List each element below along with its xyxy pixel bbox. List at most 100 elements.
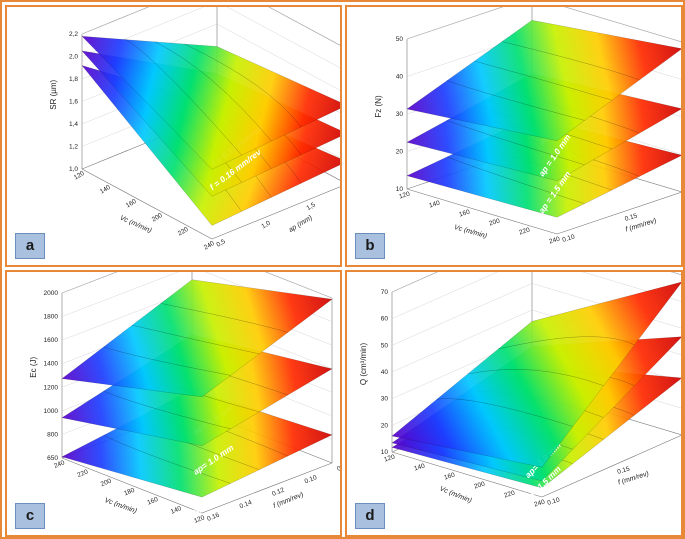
panel-label-b: b [355,233,385,259]
panel-a: f = 0.08 mm/revf = 0.12 mm/revf = 0.16 m… [5,5,342,267]
z-tick-label: 70 [381,289,389,296]
x-tick-label: 200 [151,212,164,224]
z-tick-label: 1,0 [69,166,78,173]
z-tick-label: 1,2 [69,144,78,151]
contour-line [446,156,585,204]
z-axis-label: Q (cm³/min) [359,343,368,386]
y-tick-label: 1,5 [305,201,317,212]
z-tick-label: 60 [381,316,389,323]
z-tick-label: 30 [381,396,389,403]
x-tick-label: 240 [203,240,216,252]
y-tick-label: 1,0 [260,220,272,231]
z-tick-label: 50 [381,342,389,349]
z-axis-label: Ec (J) [29,356,38,377]
contour-line [103,346,231,376]
z-tick-label: 1600 [44,337,59,344]
x-tick-label: 160 [443,472,456,482]
contour-line [103,390,231,430]
z-tick-label: 1,6 [69,99,78,106]
x-tick-label: 120 [398,191,411,201]
contour-line [184,43,302,128]
x-tick-label: 200 [100,478,113,489]
gridlines [391,272,681,426]
x-tick-label: 240 [548,236,561,246]
y-tick-label: 0.15 [617,465,632,476]
x-tick-label: 220 [518,227,531,237]
surface-0 [406,20,681,141]
surface-0 [61,279,333,398]
z-tick-label: 2,2 [69,31,78,38]
contour-line [446,120,585,166]
contour-line [498,336,635,350]
z-tick-label: 1,4 [69,121,78,128]
panel-label-a: a [15,233,45,259]
z-tick-label: 1000 [44,408,59,415]
x-tick-label: 220 [76,468,89,479]
contour-line [436,398,573,427]
y-tick-label: 0.08 [336,461,342,472]
z-tick-label: 40 [396,74,404,81]
x-tick-label: 220 [177,226,190,238]
z-tick-label: 800 [47,431,58,438]
z-tick-label: 2,0 [69,54,78,61]
contour-line [474,60,613,101]
y-tick-label: 0.10 [547,496,562,507]
x-tick-label: 240 [533,499,546,509]
x-tick-label: 120 [193,514,206,525]
x-tick-label: 180 [123,487,136,498]
z-tick-label: 40 [381,369,389,376]
surface-0 [81,36,340,170]
contour-line [446,80,585,121]
contour-line [103,435,231,484]
z-tick-label: 1800 [44,314,59,321]
x-tick-label: 140 [99,184,112,196]
z-tick-label: 30 [396,111,404,118]
y-axis-label: ap (mm) [288,215,314,234]
z-tick-label: 650 [47,455,58,462]
contour-line [125,39,242,156]
x-tick-label: 120 [383,454,396,464]
contour-line [501,41,640,81]
x-axis-label: Vc (m/min) [103,497,137,515]
y-tick-label: 0.16 [206,511,221,522]
x-tick-label: 240 [53,459,66,470]
z-axis-label: Fz (N) [374,95,383,118]
contour-line [132,324,260,355]
y-tick-label: 0.14 [239,499,254,510]
panel-label-c: c [15,503,45,529]
z-tick-label: 10 [381,449,389,456]
x-tick-label: 200 [488,218,501,228]
z-tick-label: 20 [381,422,389,429]
x-tick-label: 160 [458,209,471,219]
x-axis-label: Vc (m/min) [119,215,153,235]
x-tick-label: 160 [125,198,138,210]
y-tick-label: 0.10 [304,474,319,485]
y-tick-label: 0.15 [624,212,639,223]
x-tick-label: 140 [428,200,441,210]
z-tick-label: 10 [396,186,404,193]
x-tick-label: 220 [503,490,516,500]
x-tick-label: 140 [170,505,183,516]
panel-label-d: d [355,503,385,529]
x-axis-label: Vc (m/min) [439,486,473,505]
z-tick-label: 1400 [44,361,59,368]
x-axis-label: Vc (m/min) [453,224,487,240]
z-tick-label: 20 [396,149,404,156]
z-tick-label: 1200 [44,384,59,391]
x-tick-label: 160 [146,496,159,507]
y-tick-label: 0.12 [271,486,286,497]
contour-line [467,369,604,386]
z-axis-label: SR (µm) [49,79,58,109]
x-tick-label: 200 [473,481,486,491]
surface-0 [391,281,681,468]
contour-line [154,41,272,142]
y-tick-label: 0.10 [562,233,577,244]
x-tick-label: 120 [73,170,86,182]
z-tick-label: 1,8 [69,76,78,83]
contour-line [160,303,288,333]
